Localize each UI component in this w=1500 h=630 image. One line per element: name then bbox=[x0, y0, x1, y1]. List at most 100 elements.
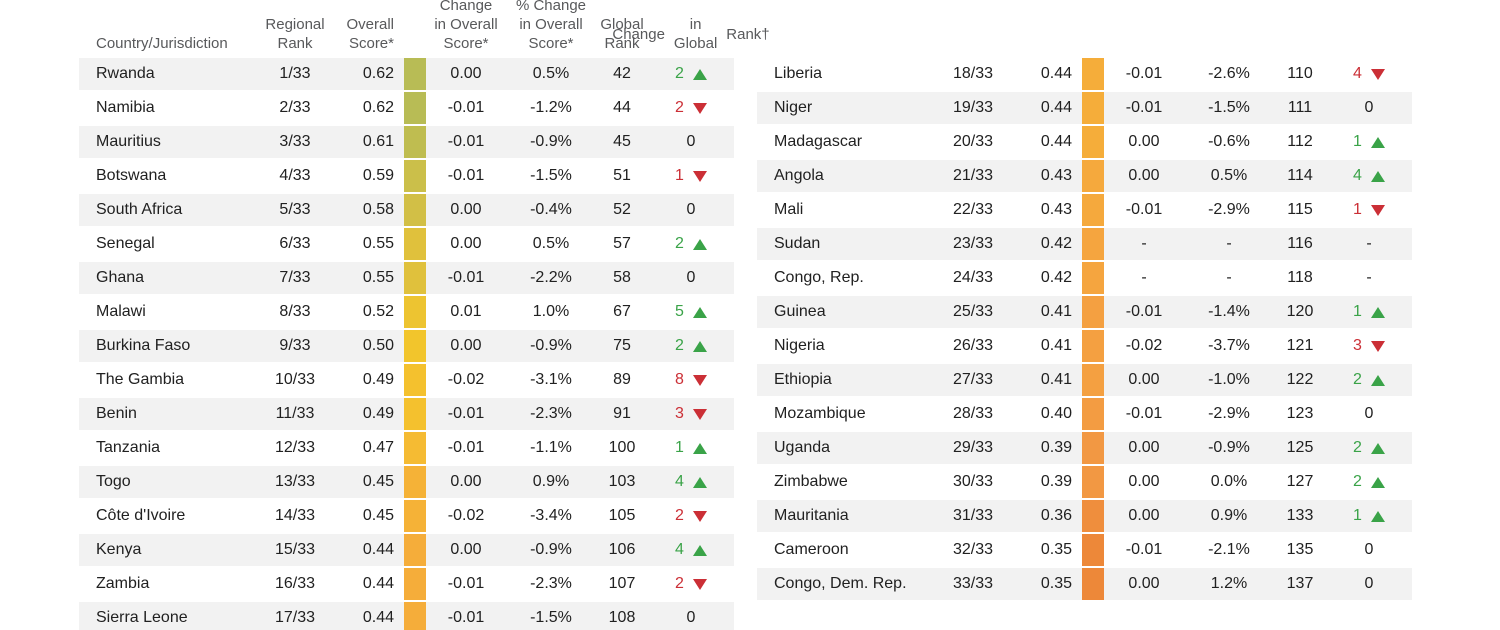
global-rank-change: - bbox=[1326, 235, 1412, 253]
global-rank-value: 89 bbox=[613, 371, 631, 388]
score-pct-change-value: -2.9% bbox=[1208, 201, 1250, 218]
score-change-value: 0.00 bbox=[450, 337, 482, 354]
table-row: Liberia 18/33 0.44 -0.01 -2.6% 110 4 bbox=[757, 58, 1412, 90]
score-pct-change-value: -2.6% bbox=[1208, 65, 1250, 82]
global-rank-value: 103 bbox=[608, 473, 636, 490]
score-pct-change-value: -1.0% bbox=[1208, 371, 1250, 388]
global-rank-value: 122 bbox=[1286, 371, 1314, 388]
score-pct-change-value: -0.9% bbox=[530, 541, 572, 558]
country-name: Senegal bbox=[96, 235, 155, 252]
rank-change-triangle-icon bbox=[692, 408, 707, 420]
global-rank-change-value: 0 bbox=[686, 609, 696, 626]
global-rank-value: 118 bbox=[1287, 269, 1313, 286]
rank-change-triangle-icon bbox=[692, 102, 707, 114]
country-name: Uganda bbox=[774, 439, 831, 456]
country-name: Botswana bbox=[96, 167, 167, 184]
score-change-value: - bbox=[1141, 269, 1147, 286]
global-rank-value: 57 bbox=[613, 235, 631, 252]
rank-change-triangle-icon bbox=[692, 170, 707, 182]
table-row: Uganda 29/33 0.39 0.00 -0.9% 125 2 bbox=[757, 432, 1412, 464]
table-row: Senegal 6/33 0.55 0.00 0.5% 57 2 bbox=[79, 228, 734, 260]
regional-rank-value: 8/33 bbox=[279, 303, 311, 320]
left-table-rows: Rwanda 1/33 0.62 0.00 0.5% 42 2 Namibia … bbox=[79, 58, 734, 630]
overall-score-value: 0.35 bbox=[1040, 575, 1072, 592]
overall-score-value: 0.44 bbox=[362, 609, 394, 626]
table-row: Guinea 25/33 0.41 -0.01 -1.4% 120 1 bbox=[757, 296, 1412, 328]
table-row: Rwanda 1/33 0.62 0.00 0.5% 42 2 bbox=[79, 58, 734, 90]
regional-rank-value: 24/33 bbox=[952, 269, 994, 286]
global-rank-change: 4 bbox=[648, 541, 734, 559]
score-color-bar bbox=[1082, 194, 1104, 226]
country-name: Mauritius bbox=[96, 133, 161, 150]
score-color-bar bbox=[1082, 126, 1104, 158]
global-rank-value: 123 bbox=[1286, 405, 1314, 422]
global-rank-value: 137 bbox=[1286, 575, 1314, 592]
global-rank-value: 120 bbox=[1286, 303, 1314, 320]
col-header-score-bar-spacer bbox=[404, 26, 426, 58]
global-rank-change-value: 4 bbox=[1353, 65, 1362, 82]
global-rank-change-value: 1 bbox=[1353, 507, 1362, 524]
overall-score-value: 0.44 bbox=[362, 541, 394, 558]
table-row: Angola 21/33 0.43 0.00 0.5% 114 4 bbox=[757, 160, 1412, 192]
global-rank-change-value: 1 bbox=[1353, 303, 1362, 320]
global-rank-change: 2 bbox=[648, 99, 734, 117]
col-header-global-rank: Global Rank bbox=[596, 15, 648, 58]
regional-rank-value: 30/33 bbox=[952, 473, 994, 490]
global-rank-change-value: 0 bbox=[686, 269, 696, 286]
rank-change-triangle-icon bbox=[692, 476, 707, 488]
header-line: in Global bbox=[673, 16, 718, 52]
table-row: Côte d'Ivoire 14/33 0.45 -0.02 -3.4% 105… bbox=[79, 500, 734, 532]
regional-rank-value: 7/33 bbox=[279, 269, 311, 286]
score-pct-change-value: 0.9% bbox=[532, 473, 570, 490]
global-rank-change-value: 0 bbox=[1364, 405, 1374, 422]
country-name: Zimbabwe bbox=[774, 473, 848, 490]
score-color-bar bbox=[404, 160, 426, 192]
table-row: Malawi 8/33 0.52 0.01 1.0% 67 5 bbox=[79, 296, 734, 328]
overall-score-value: 0.42 bbox=[1040, 235, 1072, 252]
table-row: Mozambique 28/33 0.40 -0.01 -2.9% 123 0 bbox=[757, 398, 1412, 430]
overall-score-value: 0.62 bbox=[362, 65, 394, 82]
score-pct-change-value: -1.2% bbox=[530, 99, 572, 116]
table-row: Congo, Rep. 24/33 0.42 - - 118 - bbox=[757, 262, 1412, 294]
country-name: Togo bbox=[96, 473, 131, 490]
global-rank-change: 0 bbox=[648, 269, 734, 287]
right-table: Liberia 18/33 0.44 -0.01 -2.6% 110 4 Nig… bbox=[757, 58, 1412, 602]
score-color-bar bbox=[1082, 160, 1104, 192]
regional-rank-value: 3/33 bbox=[279, 133, 311, 150]
score-color-bar bbox=[404, 58, 426, 90]
overall-score-value: 0.58 bbox=[362, 201, 394, 218]
score-pct-change-value: -0.9% bbox=[530, 133, 572, 150]
score-pct-change-value: 0.5% bbox=[532, 235, 570, 252]
country-name: Burkina Faso bbox=[96, 337, 191, 354]
global-rank-change: 2 bbox=[648, 235, 734, 253]
header-line: Rank† bbox=[726, 25, 770, 43]
score-change-value: -0.01 bbox=[447, 405, 485, 422]
regional-rank-value: 29/33 bbox=[952, 439, 994, 456]
score-pct-change-value: -0.4% bbox=[530, 201, 572, 218]
score-pct-change-value: -2.2% bbox=[530, 269, 572, 286]
score-color-bar bbox=[1082, 296, 1104, 328]
global-rank-value: 52 bbox=[613, 201, 631, 218]
table-row: Zimbabwe 30/33 0.39 0.00 0.0% 127 2 bbox=[757, 466, 1412, 498]
global-rank-change-value: 2 bbox=[675, 99, 684, 116]
score-color-bar bbox=[1082, 364, 1104, 396]
score-change-value: -0.01 bbox=[1125, 65, 1163, 82]
global-rank-change: 4 bbox=[1326, 167, 1412, 185]
table-row: Ghana 7/33 0.55 -0.01 -2.2% 58 0 bbox=[79, 262, 734, 294]
country-name: Madagascar bbox=[774, 133, 863, 150]
rank-change-triangle-icon bbox=[692, 238, 707, 250]
header-line: Rank bbox=[604, 35, 640, 52]
global-rank-change: 1 bbox=[1326, 201, 1412, 219]
score-color-bar bbox=[404, 126, 426, 158]
country-name: Niger bbox=[774, 99, 813, 116]
overall-score-value: 0.55 bbox=[362, 269, 394, 286]
global-rank-change-value: 1 bbox=[675, 167, 684, 184]
global-rank-change-value: 1 bbox=[1353, 201, 1362, 218]
table-row: Madagascar 20/33 0.44 0.00 -0.6% 112 1 bbox=[757, 126, 1412, 158]
table-row: South Africa 5/33 0.58 0.00 -0.4% 52 0 bbox=[79, 194, 734, 226]
score-change-value: 0.00 bbox=[450, 235, 482, 252]
global-rank-change: 3 bbox=[648, 405, 734, 423]
header-line: Score* bbox=[348, 35, 394, 52]
overall-score-value: 0.39 bbox=[1040, 473, 1072, 490]
score-change-value: -0.01 bbox=[1125, 201, 1163, 218]
